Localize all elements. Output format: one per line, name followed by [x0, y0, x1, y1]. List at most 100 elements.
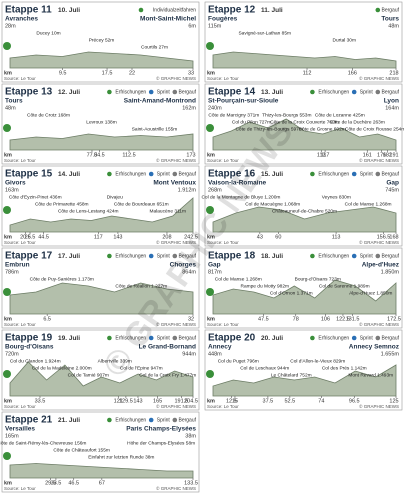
legend-label: Sprint: [360, 253, 374, 259]
km-tick-label: 191.5: [174, 398, 188, 404]
stage-title: Etappe 11: [5, 5, 52, 16]
stage-title: Etappe 15: [5, 169, 53, 180]
start-name: St-Pourçain-sur-Sioule: [208, 98, 279, 105]
panel-frame: [1, 165, 200, 247]
waypoint-label: Côte de Lozanne 425m: [315, 112, 365, 118]
panel-frame: [1, 411, 200, 493]
km-tick-label: 208: [162, 234, 171, 240]
finish-name: Saint-Amand-Montrond: [124, 98, 196, 105]
finish-name: Alpe-d'Huez: [362, 262, 400, 269]
finish-alt: 48m: [388, 23, 399, 29]
km-tick-label: 112.5: [122, 152, 135, 158]
legend-icon: [351, 253, 357, 259]
legend-label: Erfrischungen: [318, 253, 349, 259]
legend-icon: [375, 7, 381, 13]
finish-name: Tours: [381, 16, 399, 23]
start-alt: 786m: [5, 269, 19, 275]
km-tick-label: 133.5: [184, 480, 198, 486]
legend-icon: [148, 89, 154, 95]
km-tick-label: 74: [318, 398, 324, 404]
finish-alt: 6m: [188, 23, 196, 29]
source: Source: Le Tour: [207, 158, 239, 163]
rider-icon: [206, 370, 214, 378]
rider-icon: [206, 42, 214, 50]
finish-alt: 745m: [385, 187, 399, 193]
elevation-profile: [212, 118, 397, 151]
legend-icon: [172, 335, 178, 341]
legend-label: Bergauf: [381, 253, 399, 259]
waypoint-label: Col du Pilon 727m: [232, 119, 271, 125]
finish-name: Chorges: [170, 262, 197, 269]
waypoint-label: Durtal 30m: [333, 37, 356, 43]
km-tick-label: 112: [303, 70, 312, 76]
legend-label: Erfrischungen: [115, 417, 146, 423]
legend-icon: [375, 335, 381, 341]
legend-label: Bergauf: [381, 89, 399, 95]
stage-panel: Etappe 13 12. Juli Bergauf Sprint Erfrischun…: [1, 83, 200, 165]
km-tick-label: 125: [389, 398, 398, 404]
km-tick-label: 20.5: [20, 234, 31, 240]
start-alt: 48m: [5, 105, 16, 111]
legend-label: Erfrischungen: [318, 171, 349, 177]
legend-label: Erfrischungen: [318, 89, 349, 95]
stage-title: Etappe 17: [5, 251, 53, 262]
stage-title: Etappe 21: [5, 415, 53, 426]
legend-label: Bergauf: [178, 417, 196, 423]
rider-icon: [206, 124, 214, 132]
km-label: km: [4, 70, 12, 76]
waypoint-label: Côte de Primarette 458m: [35, 201, 89, 207]
km-tick-label: 122.5: [336, 316, 350, 322]
stage-panel: Etappe 17 17. Juli Bergauf Sprint Erfrischun…: [1, 247, 200, 329]
waypoint-label: Col d'Allon-le-Vieux 829m: [290, 358, 345, 364]
km-tick-label: 117: [94, 234, 103, 240]
waypoint-label: Côte de Bourdeaux 651m: [114, 201, 169, 207]
stage-date: 13. Juli: [261, 89, 283, 96]
start-name: Embrun: [5, 262, 30, 269]
legend-icon: [107, 335, 112, 341]
km-tick-label: 26.5: [25, 234, 36, 240]
panel-frame: [204, 247, 403, 329]
km-label: km: [4, 398, 12, 404]
waypoint-label: Col de la Montagne de Bluye 1.200m: [201, 194, 280, 200]
rider-icon: [3, 370, 11, 378]
waypoint-label: Côte de Châteaufort 155m: [53, 447, 110, 453]
panel-frame: [1, 83, 200, 165]
source: Source: Le Tour: [207, 322, 239, 327]
elevation-profile: [212, 51, 397, 69]
legend-label: Erfrischungen: [115, 89, 146, 95]
copyright: © GRAPHIC NEWS: [156, 485, 196, 491]
stage-title: Etappe 14: [208, 87, 256, 98]
km-tick-label: 168: [389, 234, 398, 240]
waypoint-label: Côte de Réallon 1.227m: [115, 283, 167, 289]
km-tick-label: 106: [321, 316, 330, 322]
km-label: km: [4, 480, 12, 486]
legend-icon: [148, 335, 154, 341]
start-name: Annecy: [208, 344, 232, 351]
elevation-profile: [212, 364, 397, 397]
waypoint-label: Côte de Puy-Sanières 1.173m: [30, 276, 94, 282]
waypoint-label: Côte de Croix Rousse 254m: [345, 126, 404, 132]
waypoint-label: Précey 52m: [89, 37, 115, 43]
waypoint-label: Levroux 138m: [86, 119, 116, 125]
finish-alt: 864m: [182, 269, 196, 275]
km-tick-label: 121: [114, 398, 123, 404]
finish-name: Gap: [386, 180, 399, 187]
km-tick-label: 161: [363, 152, 372, 158]
stage-title: Etappe 20: [208, 333, 256, 344]
copyright: © GRAPHIC NEWS: [359, 403, 399, 409]
legend-icon: [375, 89, 381, 95]
start-alt: 268m: [208, 187, 222, 193]
source: Source: Le Tour: [207, 76, 239, 81]
waypoint-label: Col de Tamié 907m: [68, 372, 109, 378]
waypoint-label: Côte de la Duchère 263m: [330, 119, 385, 125]
rider-icon: [206, 288, 214, 296]
elevation-profile: [9, 133, 194, 151]
elevation-profile: [9, 51, 194, 69]
km-tick-label: 32: [188, 316, 194, 322]
legend-icon: [351, 89, 357, 95]
legend-label: Individualzeitfahren: [153, 7, 196, 13]
waypoint-label: Malaucène 311m: [150, 208, 186, 214]
km-tick-label: 173: [186, 152, 195, 158]
legend-icon: [375, 253, 381, 259]
legend-icon: [310, 253, 315, 259]
